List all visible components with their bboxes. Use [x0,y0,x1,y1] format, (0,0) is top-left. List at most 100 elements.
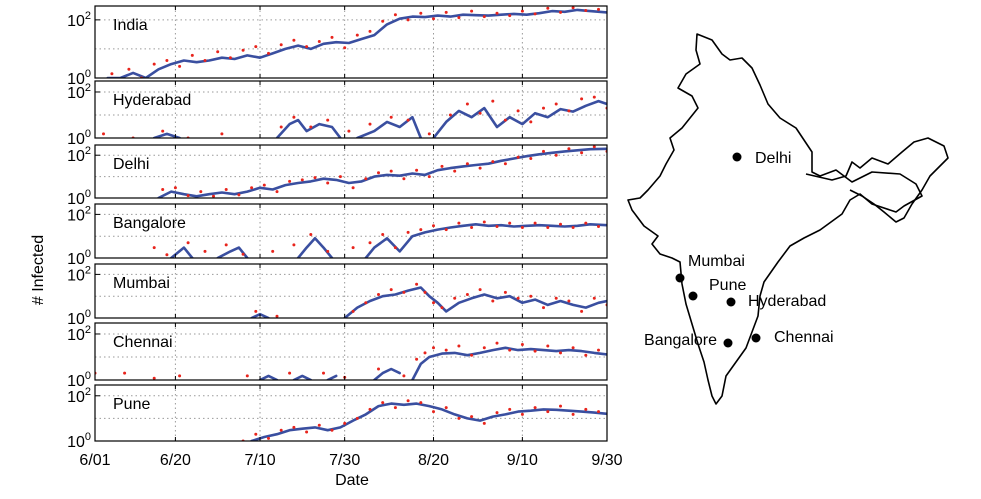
panel-india-data-point [508,14,512,18]
panel-pune-data-point [292,425,296,429]
panel-mumbai-data-point [592,296,596,300]
panel-india-data-point [267,51,270,55]
panel-chennai-data-point [482,346,486,350]
panel-india-data-point [457,16,461,20]
panel-delhi-data-point [161,188,165,191]
y-tick-label: 102 [67,386,91,406]
panel-bangalore-data-point [546,226,550,229]
panel-hyderabad-data-point [427,132,431,136]
panel-mumbai-data-point [351,309,355,313]
panel-mumbai-title: Mumbai [113,275,170,292]
panel-india-data-point [584,9,588,12]
panel-pune-data-point [597,410,600,414]
panel-pune-data-point [406,399,410,403]
panel-hyderabad-data-point [292,115,296,119]
panel-bangalore-title: Bangalore [113,215,186,232]
panel-delhi-data-point [402,177,406,181]
panel-india-data-point [228,56,232,60]
panel-bangalore-data-point [203,249,207,253]
panel-india-data-point [178,64,182,68]
panel-pune-data-point [254,432,258,436]
panel-pune-data-point [355,416,359,420]
panel-hyderabad-data-point [580,97,584,101]
panel-india-data-point [597,7,600,11]
panel-delhi-data-point [415,168,419,172]
panel-mumbai-data-point [389,288,393,292]
panel-chennai: 100 102 Chennai [67,322,608,390]
panel-pune: 100 102 Pune [67,384,608,451]
panel-bangalore-data-point [470,226,474,229]
panel-chennai-data-point [571,346,575,350]
x-tick-label: 7/30 [329,452,360,469]
panel-india-data-point [368,29,372,33]
panel-bangalore-data-point [406,230,410,234]
panel-pune-data-point [457,416,461,420]
city-delhi-dot [732,152,742,162]
panel-delhi-data-point [503,162,507,166]
city-mumbai-label: Mumbai [688,253,745,270]
panel-chennai-data-point [432,346,435,350]
panel-india-data-point [254,45,258,49]
panel-india-data-point [355,33,359,37]
city-hyderabad: Hyderabad [726,293,826,310]
panel-hyderabad-data-point [161,129,165,133]
panel-india: 100 102 India [67,5,608,88]
panel-india-data-point [110,72,114,76]
y-tick-label: 100 [67,248,91,268]
panel-india-data-point [241,48,245,52]
panel-pune-background [95,385,607,441]
india-northeast-outline [805,137,949,223]
panel-india-data-point [292,38,296,42]
y-tick-label: 102 [67,145,91,165]
panel-hyderabad-data-point [368,122,372,126]
panel-pune-data-point [444,406,448,410]
panel-hyderabad-data-point [279,125,283,129]
city-mumbai: Mumbai [675,253,745,283]
panel-mumbai-data-point [440,306,444,310]
panel-pune-data-point [279,428,283,432]
panel-hyderabad-data-point [529,120,533,124]
panel-hyderabad-data-point [220,132,224,136]
panel-mumbai-data-point [580,309,584,313]
panel-pune-data-point [546,410,550,414]
city-pune: Pune [688,277,746,301]
panel-chennai-data-point [402,374,406,378]
panel-delhi-data-point [250,186,254,190]
panel-india-data-point [152,62,156,66]
panel-bangalore: 100 102 Bangalore [67,203,608,268]
panel-chennai-data-point [495,341,499,345]
panel-mumbai-data-point [364,301,368,305]
y-tick-label: 100 [67,128,91,148]
panel-bangalore-data-point [432,224,435,228]
panel-delhi-data-point [389,169,393,173]
panel-delhi-data-point [275,190,279,194]
panel-hyderabad-data-point [448,113,452,117]
y-tick-label: 100 [67,431,91,451]
panel-pune-data-point [393,406,397,410]
panel-bangalore-data-point [241,252,245,256]
panel-india-data-point [343,46,347,50]
city-bangalore-label: Bangalore [644,332,717,349]
panel-delhi-background [95,145,607,198]
panel-delhi-data-point [453,169,457,173]
y-tick-label: 102 [67,204,91,224]
panel-delhi: 100 102 Delhi [67,144,608,208]
panel-mumbai-data-point [423,290,427,294]
panel-chennai-data-point [178,374,182,378]
panel-mumbai-data-point [377,293,380,296]
city-chennai: Chennai [751,329,834,346]
panel-hyderabad-background [95,81,607,138]
panel-bangalore-data-point [393,246,397,250]
panel-pune-data-point [419,401,423,405]
panel-chennai-data-point [415,357,419,361]
panel-bangalore-data-point [326,249,330,253]
panel-india-data-point [216,50,220,54]
panel-chennai-data-point [152,376,156,380]
panel-pune-data-point [432,410,435,414]
panel-pune-data-point [508,407,512,411]
y-tick-label: 102 [67,324,91,344]
panel-india-data-point [330,35,334,39]
panel-bangalore-data-point [271,249,275,253]
panel-hyderabad-data-point [347,129,351,133]
